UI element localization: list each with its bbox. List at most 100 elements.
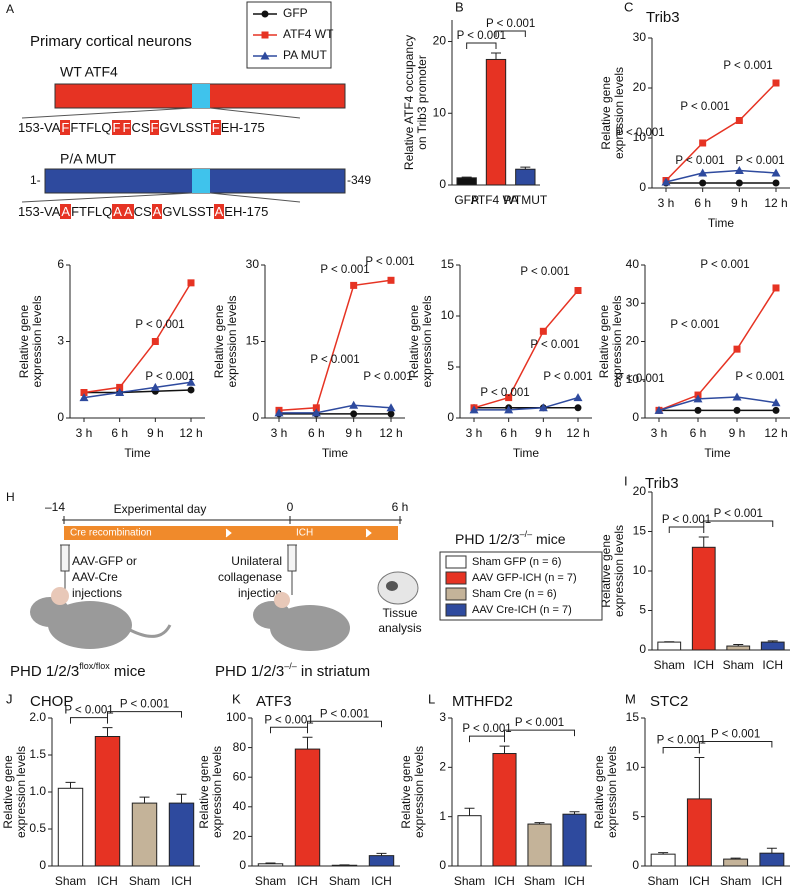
- x-tick-label: Sham: [720, 874, 751, 888]
- marker: [733, 406, 741, 414]
- x-tick-label: 12 h: [379, 426, 402, 440]
- marker: [80, 389, 88, 396]
- error-bar: [767, 640, 778, 643]
- x-tick-label: ICH: [297, 874, 318, 888]
- x-tick-label: Sham: [723, 658, 754, 672]
- y-tick-label: 40: [233, 799, 247, 813]
- x-tick-label: ICH: [494, 874, 515, 888]
- error-bar: [534, 822, 545, 825]
- x-tick-label: Sham: [647, 874, 678, 888]
- error-bar: [65, 781, 76, 789]
- marker: [274, 408, 284, 417]
- x-tick-label: 6 h: [690, 426, 707, 440]
- mouse-label: PHD 1/2/3–/– in striatum: [215, 661, 370, 680]
- annotation: P < 0.001: [711, 728, 760, 740]
- y-axis-label: expression levels: [420, 295, 434, 387]
- x-tick-label: ICH: [693, 658, 714, 672]
- series-line: [278, 279, 392, 412]
- construct-end: -349: [347, 173, 371, 187]
- annotation: P < 0.001: [662, 514, 711, 526]
- bar: [760, 641, 785, 651]
- panel-label: B: [455, 0, 464, 14]
- bar: [57, 787, 84, 867]
- series-line: [473, 290, 579, 409]
- legend-swatch: [445, 571, 467, 585]
- marker: [661, 177, 671, 186]
- day-label: 6 h: [392, 500, 409, 514]
- y-axis-label: expression levels: [210, 746, 224, 838]
- x-axis-label: Time: [704, 446, 731, 460]
- legend-swatch: [445, 587, 467, 601]
- y-tick-label: 5: [639, 603, 646, 617]
- sequence-part: 153-VA: [18, 120, 61, 135]
- x-tick-label: Sham: [654, 658, 685, 672]
- annotation: P < 0.001: [480, 387, 529, 399]
- marker: [387, 276, 395, 284]
- y-tick-label: 15: [633, 524, 647, 538]
- error-bar: [464, 807, 475, 816]
- bar: [294, 748, 321, 867]
- y-tick-label: 0: [639, 642, 646, 656]
- marker: [735, 179, 743, 187]
- axis-title: Experimental day: [114, 502, 207, 516]
- x-tick-label: 12 h: [764, 196, 787, 210]
- x-tick-label: ICH: [762, 874, 783, 888]
- sequence-part: CS: [133, 204, 152, 219]
- legend-swatch: [445, 555, 467, 569]
- y-axis-label: expression levels: [612, 525, 626, 617]
- mouse: [253, 592, 350, 651]
- chart-title: ATF3: [256, 693, 292, 710]
- marker: [187, 279, 195, 287]
- marker: [698, 168, 708, 177]
- y-tick-label: 15: [441, 257, 455, 271]
- highlighted-residue: F: [149, 120, 160, 135]
- marker: [186, 377, 196, 386]
- y-axis-label: Relative gene: [597, 304, 611, 378]
- error-bar: [694, 756, 705, 799]
- series-line: [665, 169, 777, 183]
- error-bar: [698, 536, 709, 548]
- annotation: P < 0.001: [365, 256, 414, 268]
- y-tick-label: 2.0: [29, 710, 46, 724]
- y-tick-label: 0: [639, 180, 646, 194]
- annotation: P < 0.001: [486, 18, 535, 30]
- y-axis-label: expression levels: [225, 295, 239, 387]
- marker: [732, 392, 742, 401]
- annotation: P < 0.001: [462, 723, 511, 735]
- x-tick-label: 3 h: [76, 426, 93, 440]
- annotation: P < 0.001: [675, 155, 724, 167]
- x-tick-label: ATF4 WT: [471, 193, 522, 207]
- annotation: P < 0.001: [530, 339, 579, 351]
- annotation: P < 0.001: [543, 371, 592, 383]
- highlighted-residue: A: [122, 204, 134, 219]
- error-bar: [176, 793, 187, 804]
- bar: [691, 546, 716, 651]
- y-axis-label: expression levels: [605, 746, 619, 838]
- marker: [772, 79, 780, 87]
- y-axis-label: expression levels: [412, 746, 426, 838]
- sequence-part: GVLSST: [159, 120, 211, 135]
- x-tick-label: 9 h: [345, 426, 362, 440]
- x-tick-label: ICH: [762, 658, 783, 672]
- y-axis-label: Relative gene: [212, 304, 226, 378]
- x-tick-label: 12 h: [764, 426, 787, 440]
- marker: [771, 168, 781, 177]
- marker: [187, 386, 195, 394]
- marker: [574, 287, 582, 294]
- domain: [192, 84, 210, 108]
- annotation: P < 0.001: [700, 259, 749, 271]
- y-tick-label: 0: [439, 177, 446, 191]
- bar: [527, 823, 552, 867]
- x-tick-label: PA MUT: [503, 193, 547, 207]
- y-tick-label: 30: [626, 295, 640, 309]
- panel-label: I: [624, 473, 628, 488]
- y-axis-label: Relative gene: [592, 755, 606, 829]
- annotation: P < 0.001: [457, 30, 506, 42]
- y-tick-label: 0: [439, 858, 446, 872]
- superscript: flox/flox: [79, 661, 110, 671]
- panel-label: A: [6, 2, 14, 16]
- y-axis-label: Relative gene: [399, 755, 413, 829]
- annotation: P < 0.001: [264, 714, 313, 726]
- marker: [311, 408, 321, 417]
